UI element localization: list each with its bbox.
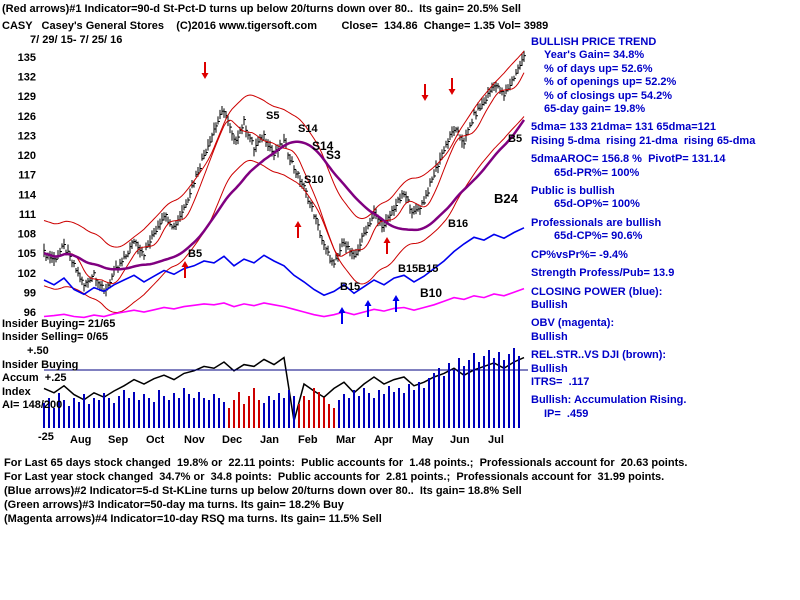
analysis-panel-line: % of openings up= 52.2% — [544, 76, 677, 89]
svg-text:Jan: Jan — [260, 434, 279, 446]
svg-text:B10: B10 — [420, 286, 442, 300]
svg-text:Nov: Nov — [184, 434, 206, 446]
analysis-panel-line: 65d-PR%= 100% — [554, 166, 640, 179]
svg-text:117: 117 — [18, 170, 36, 182]
analysis-panel-line: Bullish — [531, 362, 568, 375]
analysis-panel-line: CP%vsPr%= -9.4% — [531, 248, 628, 261]
analysis-panel-line: 5dma= 133 21dma= 131 65dma=121 — [531, 121, 716, 134]
analysis-panel-line: % of days up= 52.6% — [544, 62, 653, 75]
ai-scale-plus-50: +.50 — [27, 345, 49, 357]
insider-selling-ratio: Insider Selling= 0/65 — [2, 331, 109, 343]
insider-buying-ratio: Insider Buying= 21/65 — [2, 318, 116, 330]
svg-text:S3: S3 — [326, 148, 341, 162]
analysis-panel-line: 65d-CP%= 90.6% — [554, 230, 643, 243]
relative-strength-line — [43, 356, 525, 422]
svg-text:Dec: Dec — [222, 434, 242, 446]
svg-text:129: 129 — [18, 91, 36, 103]
svg-text:132: 132 — [18, 72, 36, 84]
date-range: 7/ 29/ 15- 7/ 25/ 16 — [30, 34, 123, 46]
analysis-panel-line: Bullish — [531, 298, 568, 311]
svg-text:123: 123 — [18, 130, 36, 142]
svg-text:B5: B5 — [188, 248, 202, 260]
analysis-panel-line: Professionals are bullish — [531, 216, 662, 229]
ai-block-label-1: Insider Buying — [2, 359, 79, 371]
svg-text:S10: S10 — [304, 174, 324, 186]
analysis-panel-line: Public is bullish — [531, 185, 615, 198]
svg-text:96: 96 — [24, 307, 36, 319]
svg-text:114: 114 — [18, 189, 37, 201]
analysis-panel-line: Bullish: Accumulation Rising. — [531, 394, 687, 407]
analysis-panel-line: OBV (magenta): — [531, 317, 615, 330]
svg-text:S5: S5 — [266, 110, 279, 122]
analysis-panel-line: CLOSING POWER (blue): — [531, 285, 663, 298]
svg-text:126: 126 — [18, 111, 36, 123]
svg-text:Jun: Jun — [450, 434, 470, 446]
analysis-panel: BULLISH PRICE TREND Year's Gain= 34.8%% o… — [531, 36, 799, 421]
svg-text:99: 99 — [24, 287, 36, 299]
obv-line — [43, 287, 525, 319]
footer-line: (Magenta arrows)#4 Indicator=10-day RSQ … — [4, 513, 382, 525]
svg-text:S14: S14 — [298, 123, 318, 135]
footer-line: For Last year stock changed 34.7% or 34.… — [4, 471, 665, 483]
price-chart-svg: 135 132 129 126 123 120 117 114 111 108 105 102 99 96… — [18, 50, 528, 446]
footer-line: (Green arrows)#3 Indicator=50-day ma tur… — [4, 499, 344, 511]
analysis-panel-line: REL.STR..VS DJI (brown): — [531, 349, 667, 362]
analysis-panel-line: Rising 5-dma rising 21-dma rising 65-dma — [531, 134, 756, 147]
analysis-panel-line: Year's Gain= 34.8% — [544, 49, 645, 62]
accumulation-index-bars — [43, 348, 528, 428]
analysis-panel-line: BULLISH PRICE TREND — [531, 36, 657, 48]
svg-text:B15: B15 — [340, 281, 360, 293]
svg-text:B15B15: B15B15 — [398, 263, 438, 275]
price-axis-labels: 135 132 129 126 123 120 117 114 111 108 105 102 99 96 — [18, 52, 37, 319]
svg-text:May: May — [412, 434, 434, 446]
footer-line: (Blue arrows)#2 Indicator=5-d St-KLine t… — [4, 485, 522, 497]
analysis-panel-line: ITRS= .117 — [531, 375, 590, 388]
closing-power-line — [43, 227, 525, 297]
analysis-panel-line: 5dmaAROC= 156.8 % PivotP= 131.14 — [531, 153, 726, 166]
analysis-panel-line: IP= .459 — [544, 407, 589, 420]
svg-text:B24: B24 — [494, 191, 519, 206]
svg-text:Aug: Aug — [70, 434, 91, 446]
signal-arrows — [181, 62, 456, 324]
svg-text:105: 105 — [18, 248, 36, 260]
analysis-panel-line: Strength Profess/Pub= 13.9 — [531, 267, 675, 280]
ticker-title-line: CASY Casey's General Stores (C)2016 www.… — [2, 20, 549, 32]
analysis-panel-line: 65-day gain= 19.8% — [544, 103, 646, 116]
svg-text:Feb: Feb — [298, 434, 318, 446]
svg-text:Apr: Apr — [374, 434, 394, 446]
red-arrows-indicator-line: (Red arrows)#1 Indicator=90-d St-Pct-D t… — [2, 3, 521, 15]
svg-text:B16: B16 — [448, 218, 468, 230]
footer-line: For Last 65 days stock changed 19.8% or … — [4, 457, 688, 469]
ai-value: AI= 148/200 — [2, 399, 63, 411]
svg-text:102: 102 — [18, 268, 36, 280]
analysis-panel-line: Bullish — [531, 330, 568, 343]
svg-text:108: 108 — [18, 229, 36, 241]
svg-text:Oct: Oct — [146, 434, 165, 446]
month-axis-labels: Aug Sep Oct Nov Dec Jan Feb Mar Apr May Jun Jul — [70, 434, 504, 446]
ai-scale-minus-25: -25 — [38, 431, 54, 443]
svg-text:Mar: Mar — [336, 434, 356, 446]
svg-text:S14: S14 — [312, 139, 334, 153]
ai-block-label-3: Index — [2, 386, 31, 398]
footer-indicator-summary: For Last 65 days stock changed 19.8% or … — [4, 456, 687, 526]
analysis-panel-line: 65d-OP%= 100% — [554, 198, 640, 211]
analysis-panel-line: % of closings up= 54.2% — [544, 89, 673, 102]
trading-bands — [43, 50, 526, 314]
ohlc-bars — [43, 50, 526, 297]
ai-block-label-2: Accum +.25 — [2, 372, 67, 384]
svg-text:120: 120 — [18, 150, 36, 162]
svg-text:135: 135 — [18, 52, 36, 64]
svg-text:Sep: Sep — [108, 434, 128, 446]
svg-text:B5: B5 — [508, 133, 522, 145]
svg-text:Jul: Jul — [488, 434, 504, 446]
svg-text:111: 111 — [19, 209, 36, 221]
